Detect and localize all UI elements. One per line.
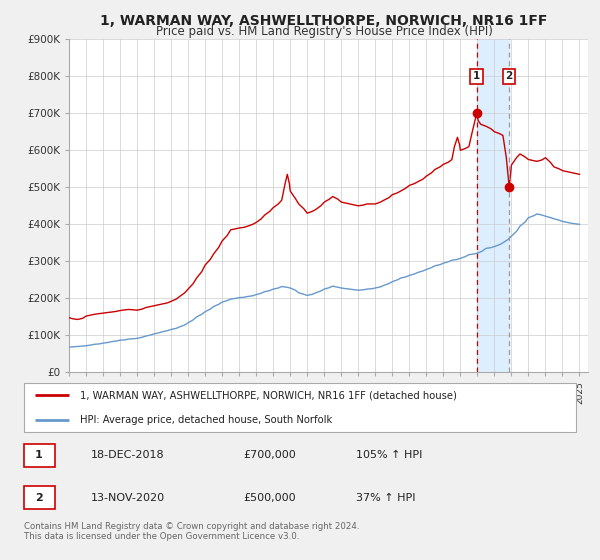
Text: £700,000: £700,000 — [244, 450, 296, 460]
FancyBboxPatch shape — [23, 383, 577, 432]
Text: £500,000: £500,000 — [244, 493, 296, 503]
Text: Contains HM Land Registry data © Crown copyright and database right 2024.
This d: Contains HM Land Registry data © Crown c… — [23, 521, 359, 541]
FancyBboxPatch shape — [23, 444, 55, 467]
Text: HPI: Average price, detached house, South Norfolk: HPI: Average price, detached house, Sout… — [80, 414, 332, 424]
Text: 1, WARMAN WAY, ASHWELLTHORPE, NORWICH, NR16 1FF (detached house): 1, WARMAN WAY, ASHWELLTHORPE, NORWICH, N… — [80, 390, 457, 400]
Text: 105% ↑ HPI: 105% ↑ HPI — [356, 450, 423, 460]
Text: 37% ↑ HPI: 37% ↑ HPI — [356, 493, 416, 503]
Text: Price paid vs. HM Land Registry's House Price Index (HPI): Price paid vs. HM Land Registry's House … — [155, 25, 493, 38]
Text: 2: 2 — [506, 71, 513, 81]
Bar — [477, 39, 509, 372]
Text: 18-DEC-2018: 18-DEC-2018 — [91, 450, 165, 460]
Text: 2: 2 — [35, 493, 43, 503]
FancyBboxPatch shape — [23, 486, 55, 509]
Text: 1: 1 — [473, 71, 481, 81]
Text: 1, WARMAN WAY, ASHWELLTHORPE, NORWICH, NR16 1FF: 1, WARMAN WAY, ASHWELLTHORPE, NORWICH, N… — [100, 14, 548, 28]
Text: 1: 1 — [35, 450, 43, 460]
Text: 13-NOV-2020: 13-NOV-2020 — [91, 493, 166, 503]
